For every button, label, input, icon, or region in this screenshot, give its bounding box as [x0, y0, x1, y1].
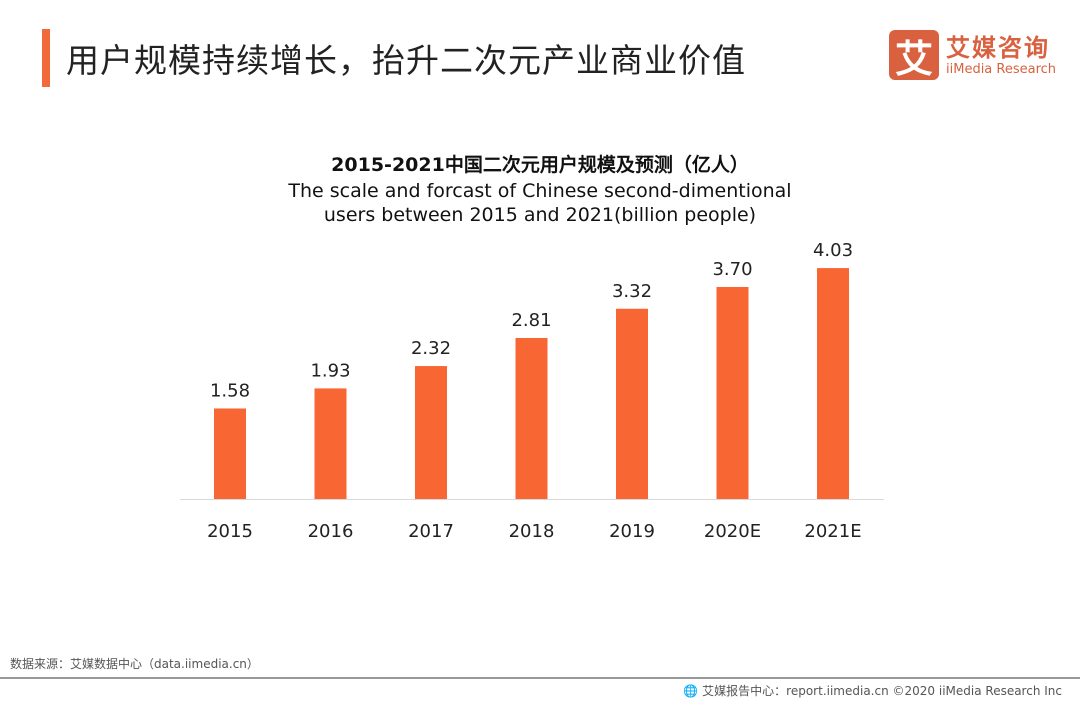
data-source: 数据来源：艾媒数据中心（data.iimedia.cn） — [10, 657, 259, 671]
data-label: 3.32 — [612, 281, 652, 302]
data-label: 1.93 — [310, 360, 350, 381]
data-label: 4.03 — [813, 240, 853, 261]
data-label: 2.81 — [511, 310, 551, 331]
logo-cn: 艾媒咨询 — [946, 33, 1050, 62]
chart-title: 2015-2021中国二次元用户规模及预测（亿人） — [331, 154, 749, 176]
globe-icon: 🌐 — [683, 684, 703, 698]
footer-copyright: 🌐 艾媒报告中心：report.iimedia.cn ©2020 iiMedia… — [683, 682, 1062, 699]
bar — [716, 286, 749, 499]
bar — [314, 388, 347, 499]
logo-mark: 艾 — [889, 30, 939, 81]
bar — [817, 268, 849, 499]
x-tick-label: 2019 — [609, 521, 655, 542]
logo-en: iiMedia Research — [946, 61, 1057, 77]
chart-subtitle-1: The scale and forcast of Chinese second-… — [288, 180, 792, 202]
x-tick-label: 2016 — [308, 521, 354, 542]
bar — [515, 337, 548, 499]
page-title: 用户规模持续增长，抬升二次元产业商业价值 — [66, 41, 746, 80]
data-label: 2.32 — [411, 338, 451, 359]
data-label: 1.58 — [210, 380, 250, 401]
x-tick-label: 2021E — [804, 521, 861, 542]
x-tick-label: 2017 — [408, 521, 454, 542]
chart-subtitle-2: users between 2015 and 2021(billion peop… — [323, 204, 757, 226]
footer-copyright-text: 艾媒报告中心：report.iimedia.cn ©2020 iiMedia R… — [702, 684, 1062, 698]
footer-divider — [0, 677, 1080, 679]
iimedia-logo: 艾 艾媒咨询 iiMedia Research — [889, 30, 1057, 81]
title-accent-bar — [42, 29, 50, 87]
x-tick-label: 2015 — [207, 521, 253, 542]
bar — [616, 308, 648, 499]
x-tick-label: 2020E — [704, 521, 761, 542]
x-tick-label: 2018 — [509, 521, 555, 542]
data-label: 3.70 — [712, 259, 752, 280]
bar — [214, 408, 246, 499]
bar — [415, 366, 447, 499]
